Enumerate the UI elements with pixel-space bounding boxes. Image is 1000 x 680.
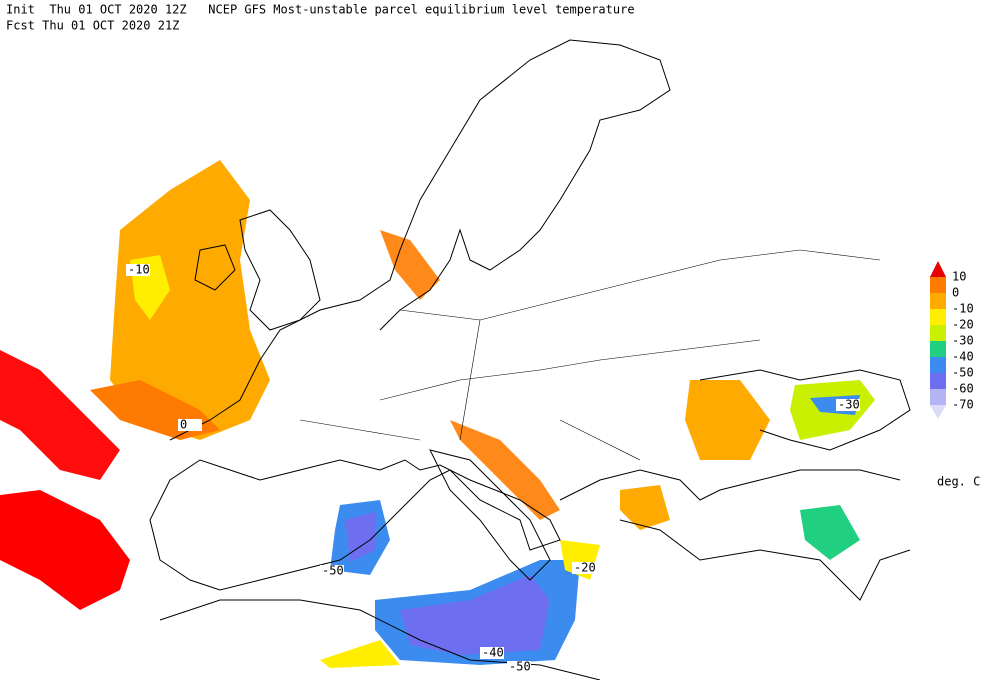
field-orange [380,230,440,300]
field-green [800,505,860,560]
contour-label: -30 [838,398,860,412]
coastline [559,469,901,501]
fields [0,160,875,668]
contour-label: -50 [509,660,531,674]
coastline [169,39,671,441]
legend-box [930,325,946,341]
coastline [429,449,551,581]
contour-label-bg [480,647,504,659]
legend-label: -50 [952,366,974,380]
legend-label: -60 [952,382,974,396]
legend-box [930,357,946,373]
legend-box [930,373,946,389]
contour-label: 0 [180,418,187,432]
legend-box [930,389,946,405]
field-red [0,490,130,610]
contour-label: -10 [128,263,150,277]
coastline [699,369,911,451]
coastline [239,209,321,331]
legend-label: -30 [952,334,974,348]
coastline [619,519,911,601]
field-purple [400,575,550,655]
legend-label: -70 [952,398,974,412]
field-orange [450,420,560,520]
contour-labels: -10 0 -30 -20 -50 -40 -50 [126,263,860,674]
legend-label: -40 [952,350,974,364]
coastline [194,244,236,291]
legend-unit: deg. C [937,475,980,489]
contour-label-bg [507,661,531,673]
legend-label: 0 [952,286,959,300]
contour-label: -50 [322,564,344,578]
legend-label: -10 [952,302,974,316]
contour-label: -40 [482,646,504,660]
header-line: Fcst Thu 01 OCT 2020 21Z [6,19,179,33]
legend-box [930,341,946,357]
legend-box [930,277,946,293]
contour-label-bg [320,565,344,577]
header-line: Init Thu 01 OCT 2020 12Z NCEP GFS Most-u… [6,3,635,17]
field-yellow [320,640,400,668]
field-orange [110,160,270,440]
contour-label-bg [126,264,150,276]
legend-label: -20 [952,318,974,332]
contour-label-bg [836,399,860,411]
legend: 10 0 -10 -20 -30 -40 -50 -60 -70 [930,261,974,419]
border [299,249,881,461]
field-orange [620,485,670,530]
legend-box [930,309,946,325]
field-red [0,350,120,480]
contour-label-bg [572,562,596,574]
field-purple [345,512,375,562]
coastline [149,459,561,591]
contour-label: -20 [574,561,596,575]
legend-box [930,293,946,309]
legend-triangle [930,261,946,277]
field-orange [685,380,770,460]
legend-label: 10 [952,270,966,284]
legend-triangle [930,405,946,419]
contour-label-bg [178,419,202,431]
